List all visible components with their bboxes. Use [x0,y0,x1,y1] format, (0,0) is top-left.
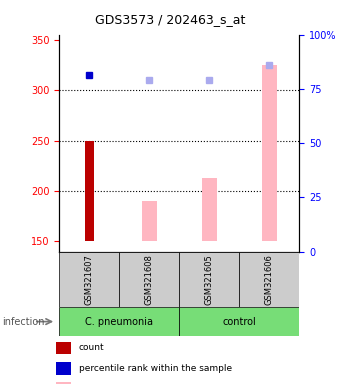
Text: GSM321607: GSM321607 [85,254,94,305]
Bar [239,252,299,307]
Text: GSM321605: GSM321605 [205,254,214,305]
Bar [142,201,157,242]
Text: GDS3573 / 202463_s_at: GDS3573 / 202463_s_at [95,13,245,26]
Bar [179,252,239,307]
Text: GSM321606: GSM321606 [265,254,274,305]
Bar [55,362,71,375]
Bar [55,382,71,384]
Text: C. pneumonia: C. pneumonia [85,316,153,327]
Bar [202,178,217,242]
Text: count: count [79,344,104,353]
Bar [55,341,71,354]
Bar [179,307,299,336]
Text: infection: infection [2,316,44,327]
Text: control: control [222,316,256,327]
Text: percentile rank within the sample: percentile rank within the sample [79,364,232,372]
Bar [119,252,179,307]
Bar [262,65,277,242]
Bar [85,141,94,242]
Bar [59,307,180,336]
Bar [59,252,119,307]
Text: GSM321608: GSM321608 [145,254,154,305]
